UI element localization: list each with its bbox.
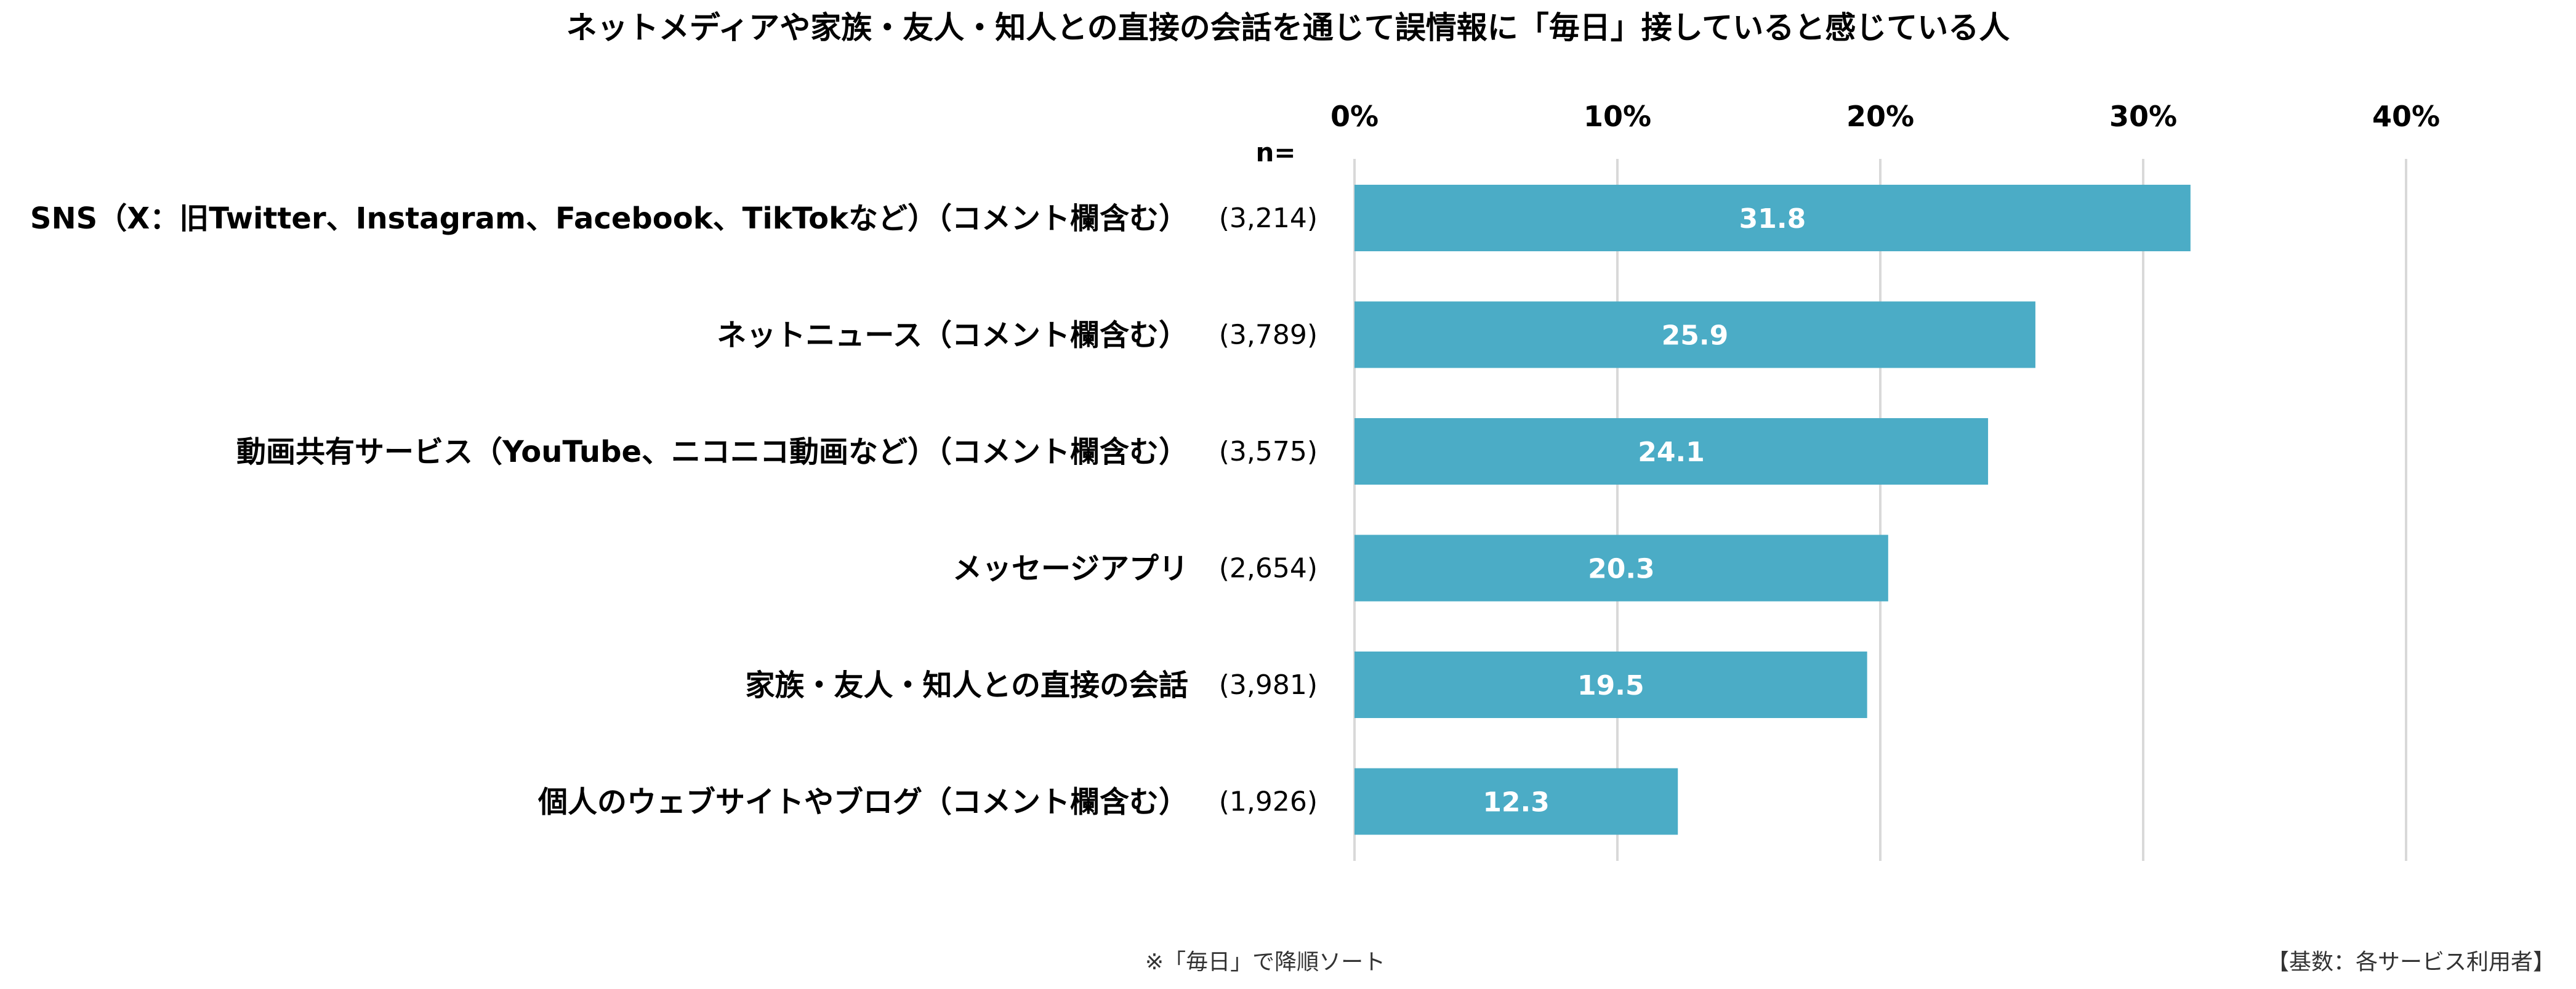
sample-size-label: (1,926) [1219, 786, 1318, 818]
data-label: 25.9 [1662, 320, 1729, 352]
base-note: 【基数：各サービス利用者】 [2267, 950, 2555, 975]
category-label: 家族・友人・知人との直接の会話 [745, 668, 1188, 703]
category-label: 個人のウェブサイトやブログ（コメント欄含む） [537, 785, 1188, 820]
category-label: SNS（X：旧Twitter、Instagram、Facebook、TikTok… [30, 201, 1188, 236]
data-label: 24.1 [1638, 437, 1705, 468]
chart-title: ネットメディアや家族・友人・知人との直接の会話を通じて誤情報に「毎日」接している… [566, 10, 2010, 46]
data-label: 19.5 [1577, 670, 1644, 701]
footnote: ※「毎日」で降順ソート [1145, 950, 1385, 975]
bar [1354, 185, 2191, 251]
data-label: 20.3 [1588, 554, 1655, 585]
sample-size-label: (2,654) [1219, 553, 1318, 584]
bar [1354, 768, 1678, 835]
x-tick-label: 40% [2372, 100, 2440, 133]
bars: 31.8 SNS（X：旧Twitter、Instagram、Facebook、Ti… [30, 185, 2191, 835]
data-label: 31.8 [1739, 203, 1806, 235]
x-tick-label: 20% [1846, 100, 1914, 133]
x-axis-ticks: 0% 10% 20% 30% 40% [1330, 100, 2440, 133]
bar [1354, 418, 1989, 485]
bar [1354, 535, 1888, 602]
sample-size-label: (3,789) [1219, 320, 1318, 351]
gridlines [1353, 159, 2407, 861]
bar [1354, 301, 2035, 368]
x-tick-label: 30% [2109, 100, 2177, 133]
sample-size-label: (3,214) [1219, 203, 1318, 234]
n-label: n= [1255, 137, 1295, 168]
bar [1354, 652, 1867, 718]
category-label: 動画共有サービス（YouTube、ニコニコ動画など）（コメント欄含む） [236, 435, 1188, 469]
sample-size-label: (3,981) [1219, 669, 1318, 701]
sample-size-label: (3,575) [1219, 436, 1318, 467]
data-label: 12.3 [1483, 787, 1550, 818]
x-tick-label: 10% [1584, 100, 1651, 133]
category-label: ネットニュース（コメント欄含む） [717, 318, 1188, 353]
category-label: メッセージアプリ [952, 552, 1188, 586]
x-tick-label: 0% [1330, 100, 1379, 133]
